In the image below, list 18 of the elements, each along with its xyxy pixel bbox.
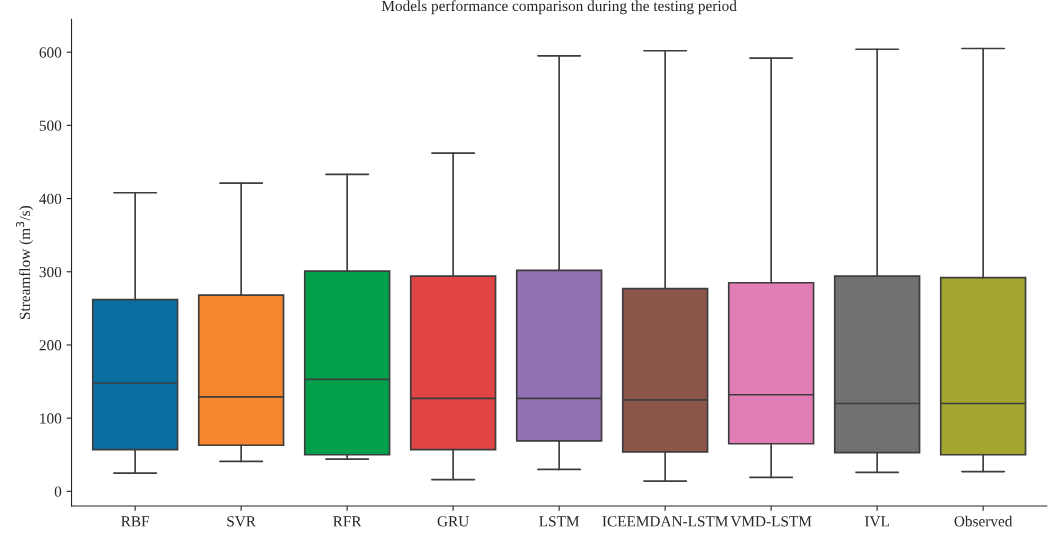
y-tick-label: 400 <box>39 193 62 205</box>
x-tick-label: VMD-LSTM <box>730 516 812 527</box>
chart-title: Models performance comparison during the testing period <box>381 0 737 15</box>
x-tick-label: RBF <box>121 516 150 527</box>
y-axis-title: Streamflow (m$^{3}$/s) <box>16 205 34 319</box>
x-tick-label: Observed <box>954 515 1013 527</box>
x-tick-label: LSTM <box>539 516 580 527</box>
y-tick-label: 200 <box>39 340 62 351</box>
y-tick-label: 300 <box>39 266 62 278</box>
y-tick-label: 600 <box>39 47 62 58</box>
x-tick-label: GRU <box>437 516 469 527</box>
x-tick-label: IVL <box>864 516 889 527</box>
y-tick-label: 500 <box>39 120 62 131</box>
y-tick-label: 0 <box>54 486 62 497</box>
x-tick-label: RFR <box>333 516 362 527</box>
y-tick-label: 100 <box>40 413 62 424</box>
x-tick-label: ICEEMDAN-LSTM <box>602 516 728 527</box>
x-tick-label: SVR <box>227 516 256 527</box>
